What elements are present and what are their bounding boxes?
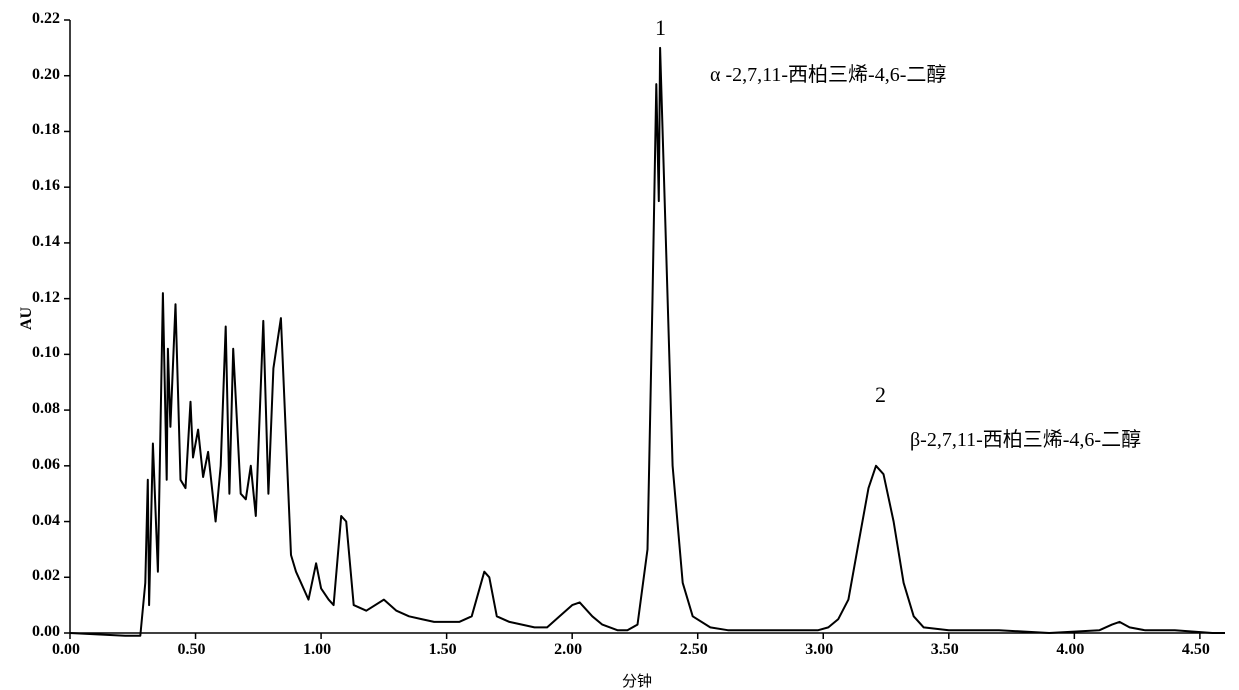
x-tick-label: 1.50 [429,641,457,659]
x-tick-label: 3.50 [931,641,959,659]
chart-svg [0,0,1239,690]
peak-label: β-2,7,11-西柏三烯-4,6-二醇 [910,423,1141,452]
x-tick-label: 1.00 [303,641,331,659]
y-tick-label: 0.10 [32,344,60,362]
y-tick-label: 0.08 [32,400,60,418]
y-axis-title: AU [18,307,36,330]
x-tick-label: 2.50 [680,641,708,659]
y-tick-label: 0.20 [32,66,60,84]
y-tick-label: 0.18 [32,121,60,139]
x-tick-label: 4.00 [1056,641,1084,659]
peak-number: 2 [875,382,886,408]
x-axis-title: 分钟 [622,670,652,690]
x-tick-label: 4.50 [1182,641,1210,659]
x-tick-label: 3.00 [805,641,833,659]
y-tick-label: 0.16 [32,177,60,195]
x-tick-label: 0.50 [178,641,206,659]
x-tick-label: 2.00 [554,641,582,659]
y-tick-label: 0.02 [32,567,60,585]
peak-label: α -2,7,11-西柏三烯-4,6-二醇 [710,58,946,87]
y-tick-label: 0.22 [32,10,60,28]
y-tick-label: 0.00 [32,623,60,641]
chromatogram-trace [70,48,1225,636]
chromatogram-chart: 0.00 0.02 0.04 0.06 0.08 0.10 0.12 0.14 0.16 0.18… [0,0,1239,690]
y-tick-label: 0.06 [32,456,60,474]
y-tick-label: 0.14 [32,233,60,251]
x-tick-label: 0.00 [52,641,80,659]
peak-number: 1 [655,15,666,41]
y-tick-label: 0.12 [32,289,60,307]
y-tick-label: 0.04 [32,512,60,530]
